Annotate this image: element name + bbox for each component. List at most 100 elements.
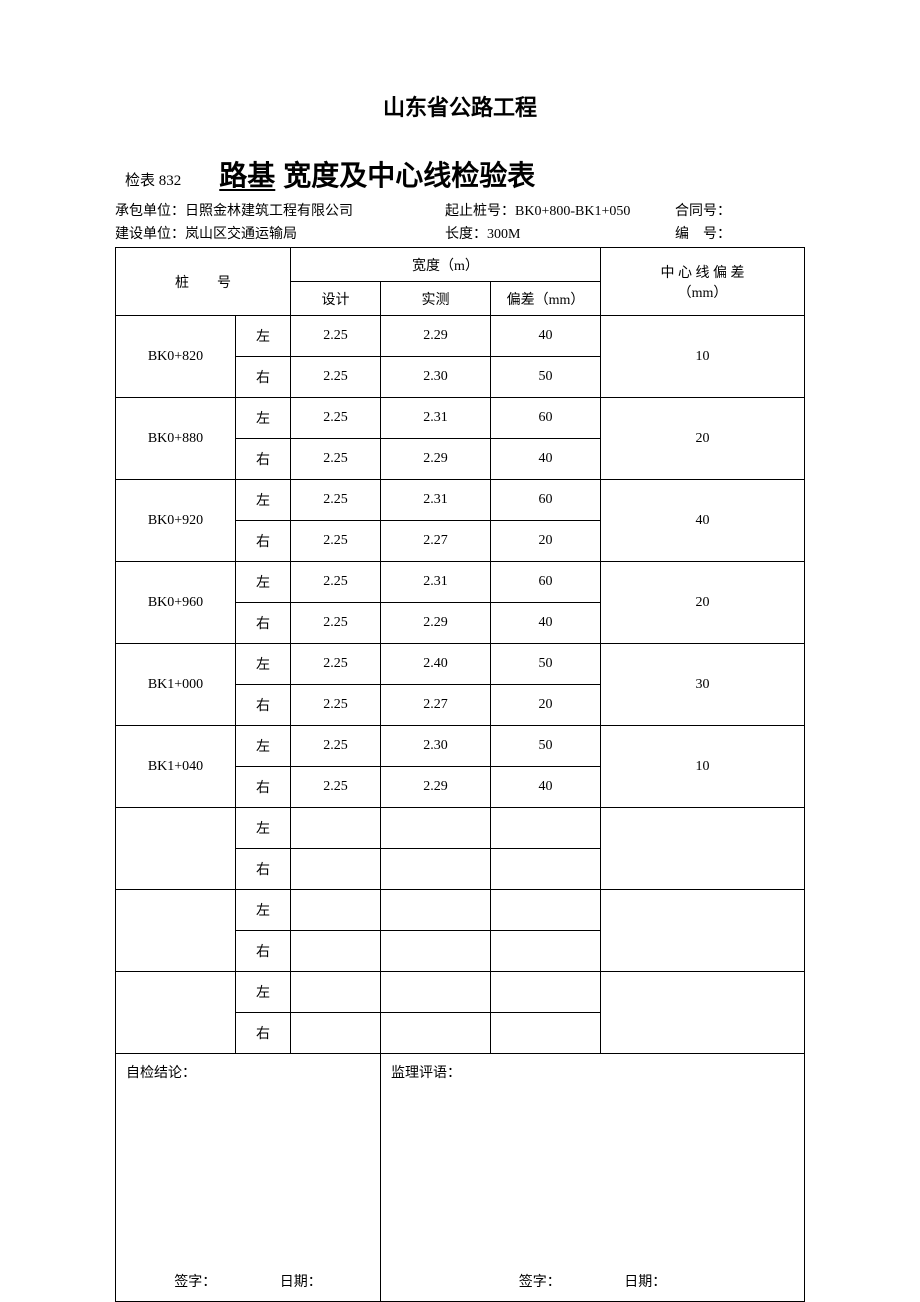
cell-side-left: 左 <box>236 562 291 603</box>
cell-deviation: 40 <box>491 316 601 357</box>
cell-deviation: 20 <box>491 685 601 726</box>
cell-deviation <box>491 1013 601 1054</box>
contract-label: 合同号： <box>675 204 731 219</box>
cell-center: 30 <box>601 644 805 726</box>
table-row: BK0+820左2.252.294010 <box>116 316 805 357</box>
cell-deviation: 40 <box>491 767 601 808</box>
cell-center: 10 <box>601 316 805 398</box>
cell-measure: 2.29 <box>381 767 491 808</box>
builder-value: 岚山区交通运输局 <box>185 227 297 242</box>
cell-design: 2.25 <box>291 316 381 357</box>
sign-label: 签字： <box>519 1275 561 1290</box>
cell-center <box>601 972 805 1054</box>
table-row: 左 <box>116 890 805 931</box>
inspection-table: 桩 号 宽度（m） 中 心 线 偏 差 （mm） 设计 实测 偏差（mm） BK… <box>115 247 805 1302</box>
cell-measure: 2.27 <box>381 685 491 726</box>
cell-station: BK0+920 <box>116 480 236 562</box>
subtitle-row: 检表 832 路基宽度及中心线检验表 <box>115 154 805 194</box>
cell-deviation <box>491 931 601 972</box>
cell-station <box>116 808 236 890</box>
subtitle-rest: 宽度及中心线检验表 <box>283 161 535 192</box>
table-row: BK0+880左2.252.316020 <box>116 398 805 439</box>
cell-deviation <box>491 890 601 931</box>
cell-side-right: 右 <box>236 931 291 972</box>
cell-side-right: 右 <box>236 439 291 480</box>
length-label: 长度： <box>445 227 487 242</box>
info-row-2: 建设单位：岚山区交通运输局 长度：300M 编 号： <box>115 223 805 243</box>
col-center-label: 中 心 线 偏 差 <box>601 262 804 282</box>
col-center-unit: （mm） <box>601 282 804 302</box>
cell-measure: 2.30 <box>381 357 491 398</box>
cell-deviation: 60 <box>491 562 601 603</box>
cell-station: BK1+040 <box>116 726 236 808</box>
cell-side-right: 右 <box>236 849 291 890</box>
cell-design <box>291 1013 381 1054</box>
cell-design <box>291 849 381 890</box>
cell-side-left: 左 <box>236 890 291 931</box>
sign-label: 签字： <box>174 1275 216 1290</box>
cell-design: 2.25 <box>291 398 381 439</box>
table-row: BK0+920左2.252.316040 <box>116 480 805 521</box>
cell-station: BK1+000 <box>116 644 236 726</box>
footer-sign-row: 签字： 日期： <box>381 1271 804 1291</box>
table-row: BK0+960左2.252.316020 <box>116 562 805 603</box>
length-value: 300M <box>487 227 520 242</box>
cell-measure: 2.31 <box>381 562 491 603</box>
cell-side-left: 左 <box>236 316 291 357</box>
info-row-1: 承包单位：日照金林建筑工程有限公司 起止桩号：BK0+800-BK1+050 合… <box>115 200 805 220</box>
cell-deviation: 20 <box>491 521 601 562</box>
cell-design: 2.25 <box>291 562 381 603</box>
date-label: 日期： <box>624 1275 666 1290</box>
self-check-cell: 自检结论： 签字： 日期： <box>116 1054 381 1302</box>
main-title: 山东省公路工程 <box>115 90 805 122</box>
builder-label: 建设单位： <box>115 227 185 242</box>
col-deviation: 偏差（mm） <box>491 282 601 316</box>
cell-side-right: 右 <box>236 521 291 562</box>
cell-station: BK0+880 <box>116 398 236 480</box>
station-range-value: BK0+800-BK1+050 <box>515 204 630 219</box>
cell-measure: 2.30 <box>381 726 491 767</box>
cell-center <box>601 808 805 890</box>
cell-deviation: 50 <box>491 726 601 767</box>
cell-deviation: 40 <box>491 439 601 480</box>
serial-label: 编 号： <box>675 227 731 242</box>
cell-measure <box>381 808 491 849</box>
cell-design: 2.25 <box>291 480 381 521</box>
cell-design: 2.25 <box>291 439 381 480</box>
cell-measure: 2.40 <box>381 644 491 685</box>
cell-design: 2.25 <box>291 603 381 644</box>
cell-deviation: 50 <box>491 357 601 398</box>
cell-deviation <box>491 808 601 849</box>
cell-side-right: 右 <box>236 603 291 644</box>
cell-side-left: 左 <box>236 480 291 521</box>
cell-design: 2.25 <box>291 726 381 767</box>
self-check-label: 自检结论： <box>126 1066 196 1081</box>
table-header-row: 桩 号 宽度（m） 中 心 线 偏 差 （mm） <box>116 248 805 282</box>
cell-measure: 2.31 <box>381 398 491 439</box>
cell-station: BK0+820 <box>116 316 236 398</box>
subtitle-underline: 路基 <box>211 161 283 192</box>
cell-side-left: 左 <box>236 726 291 767</box>
cell-deviation <box>491 849 601 890</box>
table-row: 左 <box>116 972 805 1013</box>
cell-deviation <box>491 972 601 1013</box>
cell-measure <box>381 972 491 1013</box>
cell-center: 10 <box>601 726 805 808</box>
col-design: 设计 <box>291 282 381 316</box>
cell-measure <box>381 890 491 931</box>
cell-center: 20 <box>601 398 805 480</box>
cell-side-right: 右 <box>236 1013 291 1054</box>
cell-side-left: 左 <box>236 808 291 849</box>
cell-side-right: 右 <box>236 357 291 398</box>
cell-design <box>291 931 381 972</box>
supervisor-cell: 监理评语： 签字： 日期： <box>381 1054 805 1302</box>
cell-measure: 2.27 <box>381 521 491 562</box>
cell-design <box>291 890 381 931</box>
cell-deviation: 50 <box>491 644 601 685</box>
cell-station <box>116 890 236 972</box>
cell-side-right: 右 <box>236 767 291 808</box>
col-width-group: 宽度（m） <box>291 248 601 282</box>
cell-side-right: 右 <box>236 685 291 726</box>
cell-measure: 2.31 <box>381 480 491 521</box>
col-station: 桩 号 <box>116 248 291 316</box>
